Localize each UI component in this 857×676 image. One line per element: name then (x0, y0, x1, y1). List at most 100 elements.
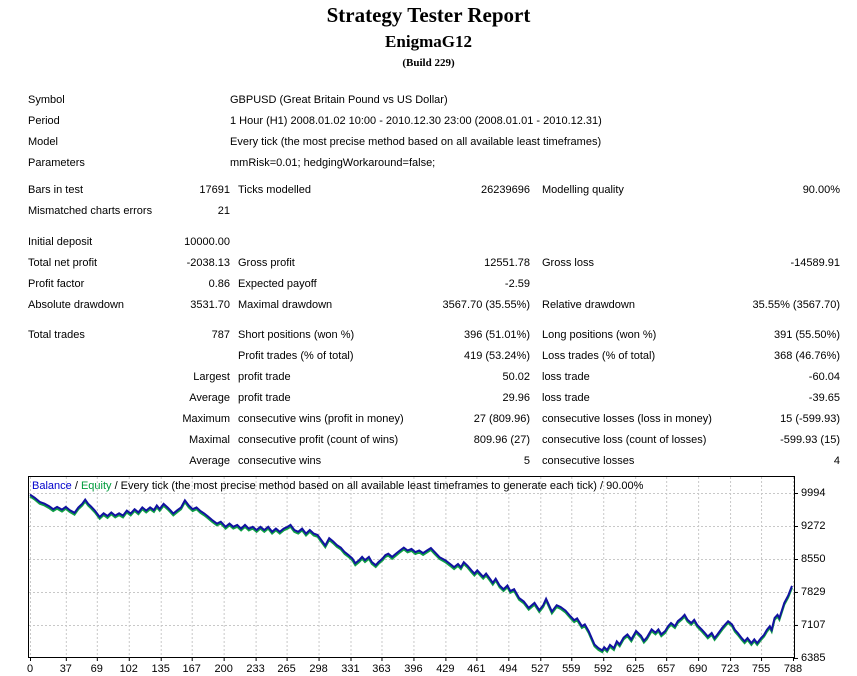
spacer (230, 232, 238, 253)
x-axis-label: 527 (531, 663, 550, 675)
stat-label (28, 367, 170, 388)
spacer (230, 367, 238, 388)
x-axis-label: 331 (341, 663, 360, 675)
stat-pair: consecutive losses 4 (542, 451, 840, 472)
x-axis-label: 494 (499, 663, 518, 675)
spacer (230, 325, 238, 346)
x-axis-label: 690 (688, 663, 708, 675)
stat-label: Initial deposit (28, 236, 93, 248)
table-row: Model Every tick (the most precise method… (0, 132, 857, 153)
stat-value: 27 (809.96) (473, 413, 530, 425)
stat-value: 29.96 (502, 392, 530, 404)
stat-value: Average (189, 455, 230, 467)
stat-label: Maximal drawdown (238, 299, 333, 311)
stat-value: 50.02 (502, 371, 530, 383)
stat-pair: profit trade 50.02 (238, 367, 530, 388)
x-axis-label: 559 (562, 663, 581, 675)
table-row: Parameters mmRisk=0.01; hedgingWorkaround… (0, 153, 857, 174)
x-axis-label: 0 (26, 663, 34, 675)
stat-label: Total net profit (28, 257, 98, 269)
stat-label: consecutive wins (238, 455, 322, 467)
stat-label: consecutive wins (profit in money) (238, 413, 404, 425)
stat-value: Maximum (182, 413, 230, 425)
stat-label: Total trades (28, 329, 85, 341)
spacer (530, 409, 542, 430)
stat-label (28, 451, 170, 472)
table-row: Total net profit -2038.13 Gross profit 1255… (0, 253, 857, 274)
stat-label: Relative drawdown (542, 299, 635, 311)
stat-pair: consecutive loss (count of losses) -599.9… (542, 430, 840, 451)
y-axis-label: 7829 (801, 585, 826, 598)
stat-pair: consecutive losses (loss in money) 15 (-5… (542, 409, 840, 430)
stat-label: consecutive loss (count of losses) (542, 434, 707, 446)
stat-value: 368 (46.76%) (773, 350, 840, 362)
stat-pair: loss trade -39.65 (542, 388, 840, 409)
stat-label: Profit trades (% of total) (238, 350, 354, 362)
table-row: Profit trades (% of total) 419 (53.24%) Lo… (0, 346, 857, 367)
stat-label: Absolute drawdown (28, 299, 125, 311)
table-row: Average profit trade 29.96 loss trade -39.65 (0, 388, 857, 409)
stat-pair: consecutive wins (profit in money) 27 (80… (238, 409, 530, 430)
stat-value: 17691 (199, 184, 230, 196)
expert-advisor-name: EnigmaG12 (385, 32, 472, 51)
stat-label (28, 430, 170, 451)
stat-label: Model (28, 136, 58, 148)
stat-value: -2038.13 (186, 257, 230, 269)
table-row: Initial deposit 10000.00 (0, 232, 857, 253)
stat-value: 396 (51.01%) (463, 329, 530, 341)
x-axis-label: 69 (90, 663, 103, 675)
equity-line (29, 495, 793, 654)
spacer (230, 180, 238, 201)
stat-label: Expected payoff (238, 278, 317, 290)
stat-value: 90.00% (802, 184, 840, 196)
table-row: Bars in test 17691 Ticks modelled 26239696 M… (0, 180, 857, 201)
spacer (530, 367, 542, 388)
x-axis-label: 102 (119, 663, 138, 675)
report-header: Strategy Tester Report EnigmaG12 (Build … (0, 0, 857, 69)
y-axis-label: 6385 (801, 651, 826, 664)
x-axis-label: 429 (436, 663, 455, 675)
legend-segment: / (71, 480, 81, 492)
stat-label: Ticks modelled (238, 184, 311, 196)
stat-value: 35.55% (3567.70) (752, 299, 840, 311)
table-row: Mismatched charts errors 21 (0, 201, 857, 222)
stat-value: 15 (-599.93) (780, 413, 840, 425)
spacer (230, 451, 238, 472)
stat-label: Bars in test (28, 184, 84, 196)
y-axis-label: 9272 (801, 520, 826, 532)
table-row: Average consecutive wins 5 consecutive loss… (0, 451, 857, 472)
stat-pair: Modelling quality 90.00% (542, 180, 840, 201)
spacer (530, 180, 542, 201)
spacer (530, 253, 542, 274)
stat-pair: Loss trades (% of total) 368 (46.76%) (542, 346, 840, 367)
x-axis-label: 755 (751, 663, 771, 675)
stat-pair (542, 201, 840, 222)
table-row: Profit factor 0.86 Expected payoff -2.59 (0, 274, 857, 295)
x-axis-label: 657 (656, 663, 676, 675)
x-axis-label: 592 (594, 663, 613, 675)
stat-label: Loss trades (% of total) (542, 350, 656, 362)
stat-value: -60.04 (808, 371, 840, 383)
stat-label: consecutive profit (count of wins) (238, 434, 399, 446)
legend-segment: Equity (80, 480, 112, 492)
stat-value: GBPUSD (Great Britain Pound vs US Dollar… (230, 94, 448, 106)
stat-label: Parameters (28, 157, 85, 169)
spacer (230, 409, 238, 430)
stat-value: Largest (193, 371, 230, 383)
stat-label: Modelling quality (542, 184, 624, 196)
y-axis-label: 9994 (801, 487, 826, 499)
x-axis-label: 135 (151, 663, 170, 675)
x-axis-label: 363 (372, 663, 391, 675)
stat-value (170, 346, 230, 367)
stat-label: loss trade (542, 392, 590, 404)
stat-value: 21 (217, 205, 230, 217)
stat-value: 4 (833, 455, 840, 467)
stat-value: 419 (53.24%) (463, 350, 530, 362)
stat-pair: Long positions (won %) 391 (55.50%) (542, 325, 840, 346)
spacer (530, 451, 542, 472)
x-axis-label: 265 (277, 663, 296, 675)
table-row: Absolute drawdown 3531.70 Maximal drawdown… (0, 295, 857, 316)
spacer (530, 201, 542, 222)
stat-label: Profit factor (28, 278, 85, 290)
